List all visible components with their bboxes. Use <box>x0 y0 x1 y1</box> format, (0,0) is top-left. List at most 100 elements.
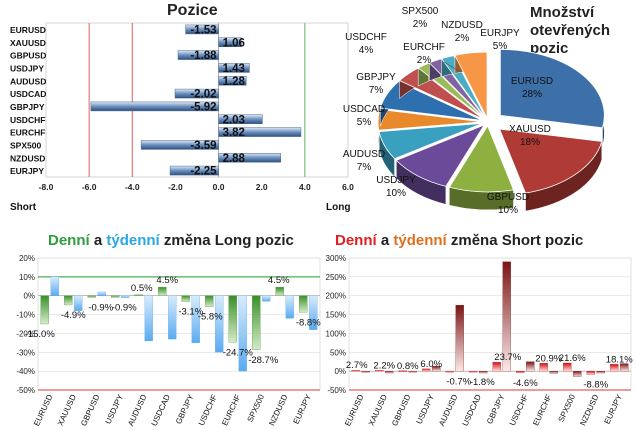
positions-title: Pozice <box>167 2 218 19</box>
x-category-label-usdchf: USDCHF <box>508 393 530 427</box>
t-denn-bar-usdcad <box>479 370 488 374</box>
pie-label-pct-gbpjpy: 7% <box>369 85 384 96</box>
x-category-label-usdcad: USDCAD <box>461 393 484 428</box>
long-title-part-1: Denní <box>48 232 90 249</box>
y-tick-label-250: 250% <box>326 273 346 282</box>
x-category-label-usdjpy: USDJPY <box>104 392 126 425</box>
category-label-usdchf: USDCHF <box>10 115 45 125</box>
x-category-label-audusd: AUDUSD <box>126 393 149 428</box>
x-category-label-gbpusd: GBPUSD <box>390 393 413 428</box>
short-title-part-2: a <box>376 232 394 249</box>
pie-leader-line-eurchf <box>443 61 462 73</box>
y-tick-label-100: 100% <box>326 329 346 338</box>
denn-bar-eurchf <box>228 295 237 343</box>
x-category-label-spx500: SPX500 <box>556 393 577 424</box>
pie-label-pct-eurusd: 28% <box>522 89 542 100</box>
denn-bar-eurjpy <box>299 295 308 313</box>
position-bar-eurusd <box>185 24 219 35</box>
x-tick-label-4: 4.0 <box>299 182 311 192</box>
pie-label-pct-audusd: 7% <box>357 162 372 173</box>
value-label-audusd: 1.28 <box>223 76 246 88</box>
x-category-label-eurchf: EURCHF <box>220 393 242 427</box>
x-tick-label-6: 6.0 <box>342 182 354 192</box>
position-bar-usdjpy <box>218 63 250 73</box>
pie-label-name-usdjpy: USDJPY <box>376 175 416 186</box>
y-tick-label-10: 10% <box>19 273 35 282</box>
position-bar-xauusd <box>218 37 242 47</box>
long-axis-label: Long <box>326 202 350 213</box>
value-label-spx500: -3.59 <box>190 140 216 152</box>
pie-label-name-eurusd: EURUSD <box>511 76 553 87</box>
pie-label-name-xauusd: XAUUSD <box>509 124 551 135</box>
x-tick-label-4: -4.0 <box>125 182 140 192</box>
pie-slice-gbpusd <box>448 125 515 193</box>
position-bar-eurjpy <box>169 165 219 176</box>
pie-label-name-gbpusd: GBPUSD <box>487 192 529 203</box>
x-category-label-usdcad: USDCAD <box>150 393 173 428</box>
y-tick-label-150: 150% <box>326 311 346 320</box>
denn-bar-xauusd <box>64 295 73 306</box>
value-label-gbpusd: -0.9% <box>88 302 113 313</box>
x-category-label-eurusd: EURUSD <box>343 393 366 428</box>
t-denn-bar-xauusd <box>385 370 394 374</box>
t-denn-bar-usdcad <box>168 295 177 340</box>
x-category-label-xauusd: XAUUSD <box>367 393 389 427</box>
category-label-eurchf: EURCHF <box>10 128 45 138</box>
t-denn-bar-usdchf <box>526 361 535 372</box>
denn-bar-eurusd <box>40 295 49 325</box>
category-label-gbpusd: GBPUSD <box>10 51 46 61</box>
t-denn-bar-eurjpy <box>620 363 629 372</box>
short-title-part-1: Denní <box>335 232 377 249</box>
value-label-eurusd: -15.0% <box>25 329 56 340</box>
y-tick-label-20: -20% <box>16 329 35 338</box>
t-denn-bar-gbpusd <box>408 370 417 373</box>
pie-label-pct-usdchf: 4% <box>359 45 374 56</box>
value-label-eurjpy: 18.1% <box>606 354 633 365</box>
value-label-eurusd: 2.7% <box>346 360 368 371</box>
t-denn-bar-audusd <box>144 295 153 342</box>
denn-bar-usdcad <box>158 287 167 296</box>
value-label-nzdusd: 2.88 <box>223 153 246 165</box>
x-category-label-audusd: AUDUSD <box>437 393 460 428</box>
category-label-nzdusd: NZDUSD <box>10 153 45 163</box>
category-label-gbpjpy: GBPJPY <box>10 102 45 112</box>
y-tick-label-50: -50% <box>327 386 346 395</box>
t-denn-bar-nzdusd <box>285 295 294 319</box>
denn-bar-usdchf <box>516 370 525 374</box>
long-change-chart: 20% 10% 0% -10% -20% -30% -40% -50%EURUSD -15.0%… <box>16 254 321 428</box>
pie-title-line-3: pozic <box>530 40 569 57</box>
y-tick-label-10: -10% <box>16 311 35 320</box>
pie-label-pct-xauusd: 18% <box>520 137 540 148</box>
t-denn-bar-gbpjpy <box>191 295 200 344</box>
value-label-xauusd: -4.9% <box>61 310 86 321</box>
denn-bar-eurjpy <box>610 364 619 372</box>
denn-bar-gbpusd <box>87 295 96 298</box>
y-tick-label-0: 0% <box>334 367 346 376</box>
value-label-gbpusd: -1.88 <box>190 50 217 62</box>
denn-bar-usdjpy <box>422 368 431 372</box>
x-category-label-eurusd: EURUSD <box>32 393 55 428</box>
t-denn-bar-eurchf <box>238 295 247 372</box>
x-category-label-eurjpy: EURJPY <box>603 392 625 425</box>
category-label-usdjpy: USDJPY <box>10 63 44 73</box>
pie-label-pct-eurchf: 2% <box>417 55 432 66</box>
pie-slice-audusd <box>378 122 483 160</box>
value-label-usdchf: -4.6% <box>513 378 538 389</box>
t-denn-bar-eurusd <box>361 370 370 373</box>
short-axis-label: Short <box>10 202 37 213</box>
denn-bar-audusd <box>134 294 143 296</box>
t-denn-bar-usdjpy <box>121 295 130 298</box>
value-label-usdcad: -1.8% <box>470 377 495 388</box>
y-tick-label-20: 20% <box>19 254 35 263</box>
positions-plot-area <box>45 22 349 178</box>
pie-slice-eurusd <box>499 48 605 129</box>
value-label-nzdusd: -8.8% <box>583 379 608 390</box>
category-label-eurjpy: EURJPY <box>10 166 44 176</box>
denn-bar-eurusd <box>351 369 360 372</box>
value-label-eurjpy: -2.25 <box>190 166 217 178</box>
x-tick-label-0: 0.0 <box>213 182 225 192</box>
t-denn-bar-eurchf <box>549 370 558 374</box>
y-tick-label-50: 50% <box>330 348 346 357</box>
x-tick-label-6: -6.0 <box>82 182 97 192</box>
value-label-gbpjpy: 23.7% <box>494 352 521 363</box>
